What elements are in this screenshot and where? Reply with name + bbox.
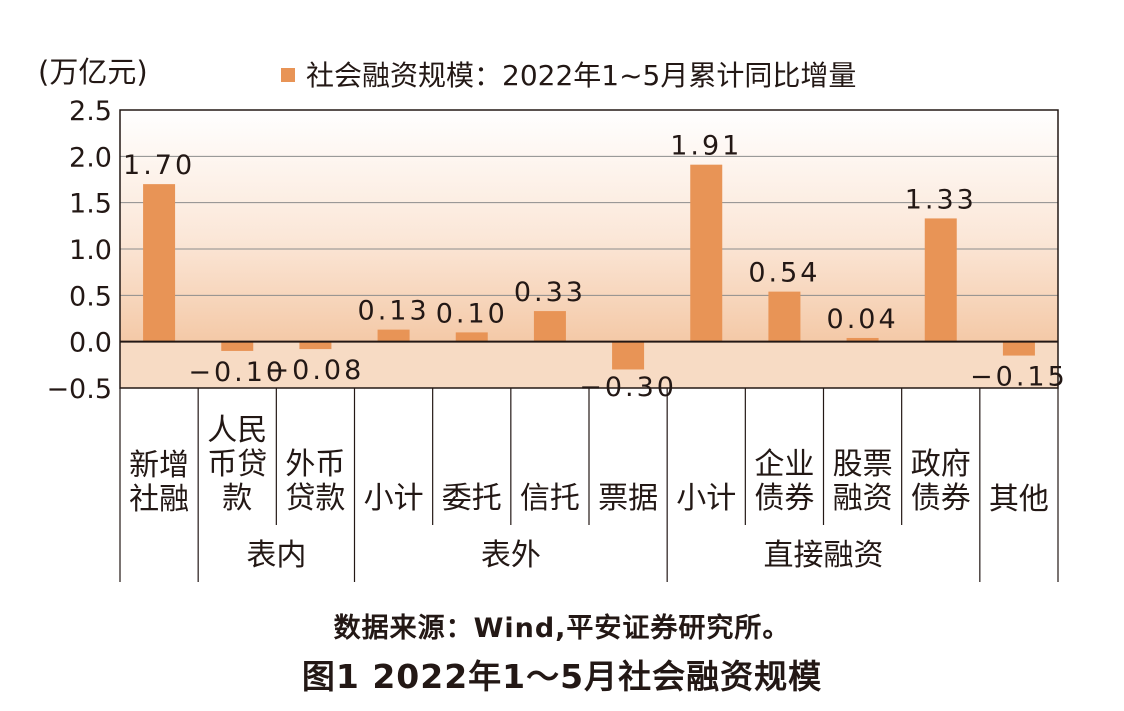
category-label: 贷款 bbox=[285, 481, 345, 516]
category-label: 企业 bbox=[754, 447, 814, 482]
category-label: 社融 bbox=[129, 482, 189, 517]
y-tick-label: 0.5 bbox=[69, 281, 112, 312]
category-label: 小计 bbox=[676, 481, 736, 516]
plot-background-negative bbox=[120, 341, 1058, 388]
legend-label: 社会融资规模：2022年1~5月累计同比增量 bbox=[306, 59, 856, 92]
category-label: 币贷 bbox=[207, 447, 267, 482]
y-tick-label: 1.0 bbox=[69, 235, 112, 266]
value-label: 1.70 bbox=[123, 150, 195, 181]
group-label: 表内 bbox=[246, 538, 306, 573]
bar bbox=[690, 164, 723, 342]
y-tick-label: 0.0 bbox=[69, 328, 112, 359]
category-label: 票据 bbox=[598, 481, 658, 516]
category-label: 小计 bbox=[364, 481, 424, 516]
y-tick-label: 2.0 bbox=[69, 142, 112, 173]
unit-label: (万亿元) bbox=[38, 55, 148, 89]
source-note: 数据来源：Wind,平安证券研究所。 bbox=[333, 613, 791, 644]
y-tick-label: 2.5 bbox=[69, 96, 112, 127]
value-label: −0.30 bbox=[579, 372, 677, 403]
y-tick-label: −0.5 bbox=[46, 374, 112, 405]
category-label: 人民 bbox=[207, 413, 267, 448]
category-label: 债券 bbox=[911, 481, 971, 516]
category-label: 委托 bbox=[442, 481, 502, 516]
value-label: 0.33 bbox=[514, 277, 586, 308]
y-tick-label: 1.5 bbox=[69, 189, 112, 220]
category-label: 政府 bbox=[911, 447, 971, 482]
value-label: 0.54 bbox=[748, 258, 820, 289]
plot-background bbox=[120, 110, 1058, 342]
category-label: 股票 bbox=[833, 447, 893, 482]
value-label: 0.10 bbox=[436, 298, 508, 329]
value-label: 1.33 bbox=[905, 184, 977, 215]
bar bbox=[846, 337, 879, 342]
category-label: 新增 bbox=[129, 448, 189, 483]
bar bbox=[924, 218, 957, 342]
chart: 2.5 2.0 1.5 1.0 0.5 0.0 −0.5 1.70 −0.10−0.08 0.1… bbox=[38, 55, 1068, 582]
category-label: 外币 bbox=[285, 447, 345, 482]
group-label: 直接融资 bbox=[764, 538, 884, 573]
category-label: 其他 bbox=[989, 482, 1049, 517]
group-label: 表外 bbox=[481, 538, 541, 573]
category-label: 债券 bbox=[754, 481, 814, 516]
value-label: −0.08 bbox=[267, 355, 365, 386]
bar bbox=[612, 341, 645, 370]
bar bbox=[1002, 341, 1035, 356]
value-label: −0.10 bbox=[188, 357, 286, 388]
value-label: −0.15 bbox=[970, 362, 1068, 393]
bar bbox=[221, 341, 254, 351]
category-label: 款 bbox=[222, 481, 252, 516]
value-label: 1.91 bbox=[670, 131, 742, 162]
bar bbox=[377, 329, 410, 342]
bar bbox=[143, 184, 176, 342]
category-label: 信托 bbox=[520, 481, 580, 516]
figure-title: 图1 2022年1～5月社会融资规模 bbox=[301, 657, 823, 696]
bar bbox=[455, 332, 488, 342]
bar bbox=[768, 291, 801, 342]
legend-swatch bbox=[281, 68, 295, 82]
bar bbox=[533, 311, 566, 342]
value-label: 0.13 bbox=[358, 296, 430, 327]
value-label: 0.04 bbox=[827, 304, 899, 335]
category-label: 融资 bbox=[833, 481, 893, 516]
bar bbox=[299, 341, 332, 350]
